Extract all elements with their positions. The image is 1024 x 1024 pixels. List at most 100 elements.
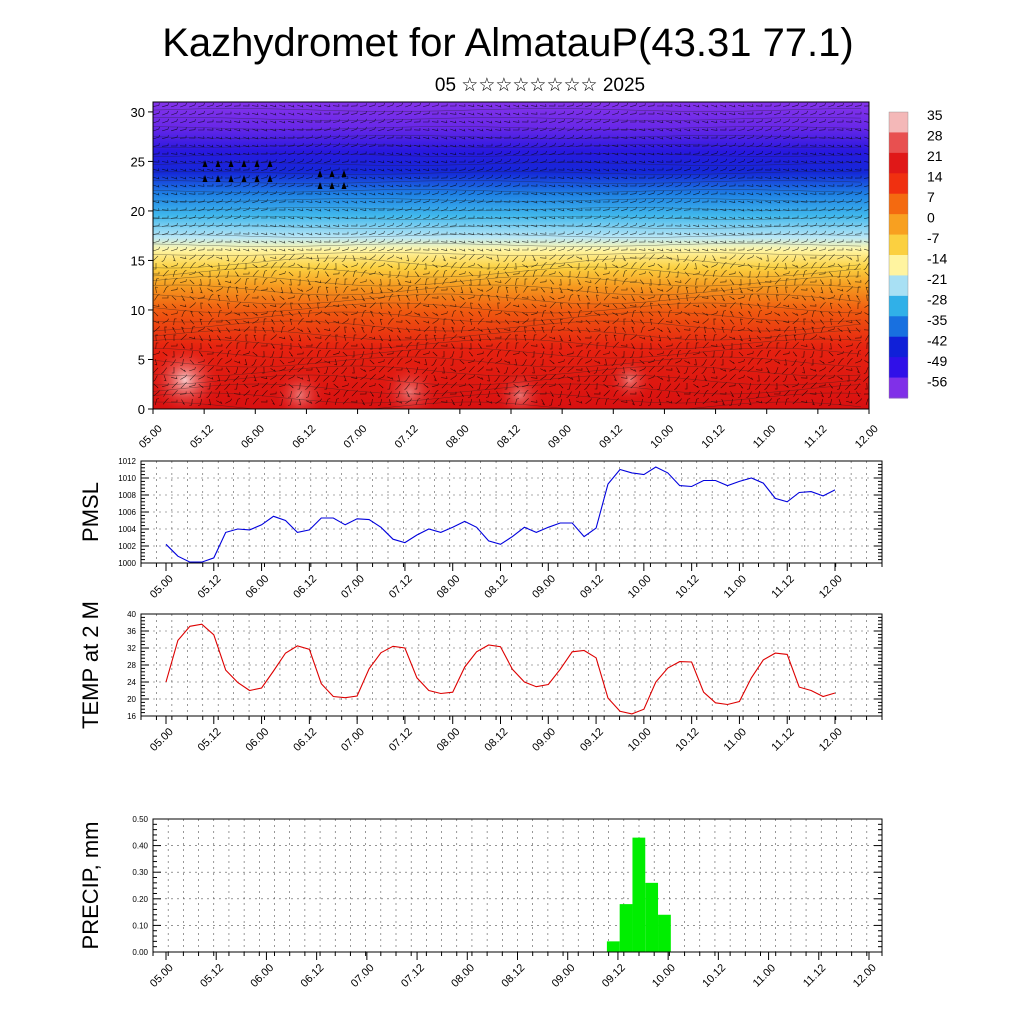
y-tick-label: 16 (127, 712, 136, 721)
cross-section-plot: 0 5 10 15 20 25 30 05.00 05.12 06.00 06.12 07.00 07.… (131, 101, 881, 451)
y-axis-label: PRECIP, mm (78, 822, 103, 950)
x-tick-label: 10.12 (674, 726, 702, 754)
x-tick-label: 10.12 (700, 962, 728, 990)
contour-line (153, 189, 862, 193)
x-tick-label: 09.12 (578, 726, 606, 754)
x-tick-label: 09.00 (530, 726, 558, 754)
y-tick-label: 20 (127, 695, 136, 704)
contour-lines (153, 108, 862, 409)
contour-line (153, 356, 862, 368)
contour-line (153, 225, 862, 229)
x-tick-label: 05.12 (196, 573, 224, 601)
contour-line (153, 135, 862, 139)
x-tick-label: 09.00 (550, 962, 578, 990)
colorbar-label: 7 (927, 189, 935, 205)
x-tick-label: 07.00 (339, 573, 367, 601)
x-tick-label: 08.00 (444, 423, 472, 451)
x-tick-label: 11.12 (802, 423, 829, 450)
contour-line (153, 311, 862, 323)
contour-line (153, 216, 862, 220)
colorbar-swatch (889, 336, 908, 358)
x-tick-label: 08.00 (435, 573, 463, 601)
x-tick-label: 06.00 (243, 726, 271, 754)
contour-line (153, 392, 862, 404)
warm-cells (153, 346, 652, 409)
contour-line (153, 144, 862, 148)
x-tick-label: 12.00 (817, 726, 845, 754)
x-tick-label: 07.12 (393, 423, 421, 451)
colorbar-label: 35 (927, 107, 943, 123)
colorbar-label: 14 (927, 169, 943, 185)
jet-arrow (241, 175, 247, 182)
x-tick-label: 11.00 (722, 573, 749, 600)
x-tick-label: 10.12 (674, 573, 702, 601)
contour-line (153, 338, 862, 350)
contour-line (153, 365, 862, 377)
x-tick-label: 12.00 (817, 573, 845, 601)
x-tick-label: 11.00 (751, 962, 778, 989)
x-tick-label: 10.00 (650, 962, 678, 990)
colorbar-swatch (889, 255, 908, 276)
precip-bar (606, 941, 620, 952)
colorbar-swatch (889, 152, 908, 174)
x-tick-label: 11.00 (722, 726, 749, 753)
x-tick-label: 05.12 (198, 962, 226, 990)
x-tick-label: 06.00 (239, 423, 267, 451)
x-tick-label: 05.00 (148, 573, 176, 601)
y-tick-label: 25 (131, 154, 145, 169)
x-tick-label: 09.00 (546, 423, 574, 451)
panel-frame (140, 613, 883, 717)
x-tick-label: 09.12 (600, 962, 628, 990)
x-tick-label: 09.00 (530, 573, 558, 601)
precip-bar (645, 882, 659, 952)
y-tick-label: 0.00 (132, 948, 148, 957)
contour-line (153, 234, 862, 238)
y-tick-label: 28 (127, 661, 136, 670)
x-tick-label: 12.00 (851, 962, 879, 990)
colorbar-swatch (889, 193, 908, 215)
warm-cell (382, 364, 438, 409)
x-tick-label: 05.00 (148, 726, 176, 754)
contour-line (153, 266, 862, 278)
x-tick-label: 12.00 (853, 423, 881, 451)
warm-cell (608, 358, 652, 402)
x-tick-label: 05.00 (148, 962, 176, 990)
x-tick-label: 09.12 (597, 423, 625, 451)
jet-arrow (215, 175, 221, 182)
colorbar-label: 0 (927, 210, 935, 226)
contour-line (153, 383, 862, 395)
jet-arrow (341, 182, 347, 189)
y-tick-label: 1002 (118, 542, 136, 551)
contour-line (153, 257, 862, 269)
y-tick-label: 1004 (118, 525, 136, 534)
contour-line (153, 284, 862, 296)
x-tick-label: 07.12 (399, 962, 427, 990)
colorbar: 35 28 21 14 7 0 -7 -14 -21 -28 -35 -42 -49 -56 (888, 107, 947, 399)
jet-arrow (267, 160, 273, 167)
y-tick-label: 1000 (118, 559, 136, 568)
contour-line (153, 153, 862, 157)
contour-line (153, 243, 862, 247)
colorbar-label: -28 (927, 292, 947, 308)
colorbar-swatch (889, 316, 908, 338)
y-tick-label: 15 (131, 253, 145, 268)
colorbar-swatch (889, 357, 908, 379)
x-tick-label: 10.00 (626, 726, 654, 754)
x-tick-label: 06.00 (248, 962, 276, 990)
colorbar-label: -14 (927, 251, 947, 267)
contour-line (153, 401, 862, 409)
y-tick-label: 40 (127, 610, 136, 619)
colorbar-swatch (889, 173, 908, 195)
jet-arrow (254, 175, 260, 182)
x-tick-label: 11.12 (769, 573, 796, 600)
jet-arrow (202, 160, 208, 167)
y-tick-label: 32 (127, 644, 136, 653)
colorbar-swatch (889, 275, 908, 297)
colorbar-swatch (889, 132, 908, 154)
x-tick-label: 08.00 (449, 962, 477, 990)
jet-arrow (317, 182, 323, 189)
y-tick-label: 30 (131, 105, 145, 120)
y-tick-label: 1010 (118, 474, 136, 483)
x-tick-label: 08.12 (482, 573, 510, 601)
precip-plot: 0.00 0.10 0.20 0.30 0.40 0.50 05.00 05.12 06.00 0… (78, 815, 883, 990)
